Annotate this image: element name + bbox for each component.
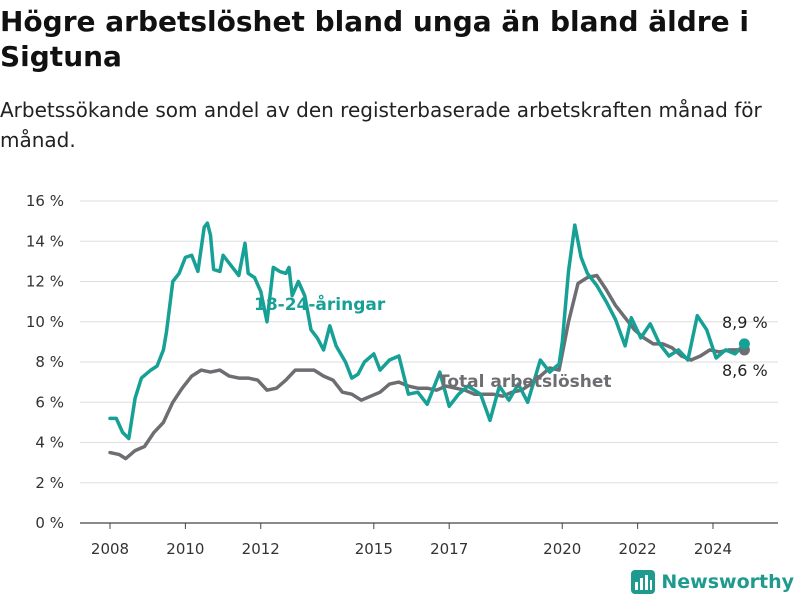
- y-tick-label: 8 %: [35, 353, 64, 371]
- y-tick-label: 14 %: [26, 232, 64, 250]
- y-tick-label: 2 %: [35, 474, 64, 492]
- grid-lines: [80, 200, 778, 484]
- series-line-total: [108, 273, 747, 461]
- end-label-youth: 8,9 %: [722, 313, 768, 332]
- end-point-youth: [738, 338, 750, 350]
- series-label-total: Total arbetslöshet: [438, 372, 612, 392]
- y-tick-label: 0 %: [35, 514, 64, 532]
- x-tick-label: 2008: [91, 540, 129, 558]
- x-tick-label: 2010: [166, 540, 204, 558]
- x-tick-label: 2015: [355, 540, 393, 558]
- y-tick-label: 4 %: [35, 434, 64, 452]
- x-tick-label: 2012: [242, 540, 280, 558]
- y-tick-label: 6 %: [35, 393, 64, 411]
- end-markers: [738, 338, 750, 356]
- y-tick-label: 12 %: [26, 273, 64, 291]
- y-tick-label: 10 %: [26, 313, 64, 331]
- series-label-youth: 18-24-åringar: [254, 293, 386, 315]
- x-tick-label: 2024: [694, 540, 732, 558]
- y-tick-label: 16 %: [26, 192, 64, 210]
- x-tick-label: 2017: [430, 540, 468, 558]
- end-label-total: 8,6 %: [722, 361, 768, 380]
- newsworthy-logo-icon: [631, 570, 656, 594]
- series-line-youth: [108, 221, 747, 441]
- series-lines: [108, 221, 747, 461]
- chart-title: Högre arbetslöshet bland unga än bland ä…: [0, 5, 749, 73]
- brand-logo: Newsworthy: [631, 570, 794, 594]
- x-tick-label: 2022: [619, 540, 657, 558]
- brand-name: Newsworthy: [661, 571, 794, 593]
- x-tick-label: 2020: [543, 540, 581, 558]
- x-axis-tick-labels: 2008 2010 2012 2015 2017 2020 2022 2024: [91, 523, 732, 558]
- y-axis-tick-labels: 0 % 2 % 4 % 6 % 8 % 10 % 12 % 14 % 16 %: [26, 192, 64, 532]
- chart-subtitle: Arbetssökande som andel av den registerb…: [0, 98, 762, 152]
